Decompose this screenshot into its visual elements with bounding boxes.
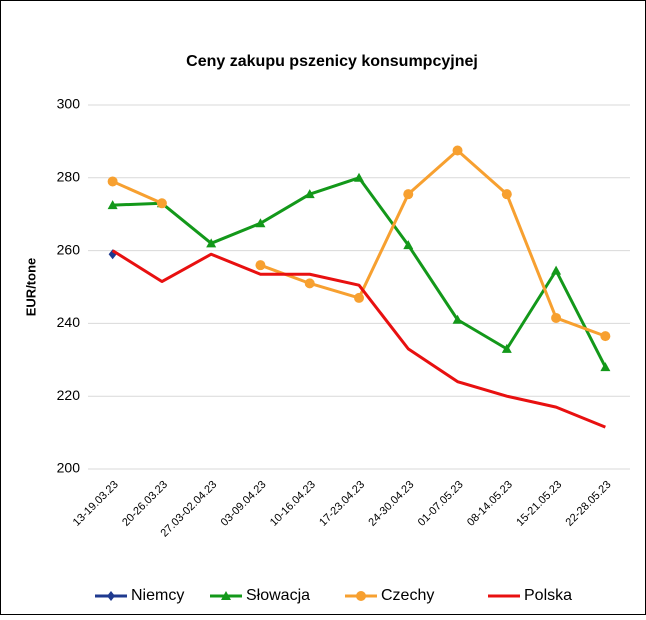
marker (600, 362, 611, 372)
legend-label: Czechy (381, 587, 434, 604)
marker (403, 240, 414, 250)
series-line (259, 149, 606, 338)
marker (356, 591, 366, 601)
chart-title: Ceny zakupu pszenicy konsumpcyjnej (186, 53, 478, 70)
y-tick-label: 240 (57, 314, 81, 330)
legend-label: Słowacja (246, 587, 310, 604)
marker (600, 331, 611, 342)
marker (304, 278, 315, 289)
marker (354, 292, 364, 303)
y-tick-label: 220 (57, 387, 81, 403)
marker (501, 189, 512, 200)
y-axis-label: EUR/tone (23, 258, 38, 317)
marker (221, 591, 231, 600)
series-line (111, 249, 606, 429)
marker (551, 265, 562, 275)
marker (452, 145, 463, 156)
marker (551, 312, 562, 323)
marker (156, 198, 167, 209)
marker (107, 200, 118, 210)
marker (107, 591, 115, 601)
marker (206, 238, 217, 248)
marker (255, 260, 266, 271)
marker (452, 314, 463, 324)
marker (501, 343, 512, 353)
marker (354, 172, 364, 182)
y-tick-label: 260 (57, 241, 81, 257)
legend-label: Niemcy (131, 587, 184, 604)
marker (255, 218, 266, 228)
y-tick-label: 280 (57, 169, 81, 185)
marker (304, 189, 315, 199)
y-tick-label: 200 (57, 460, 81, 476)
legend-label: Polska (524, 587, 572, 604)
y-tick-label: 300 (57, 96, 81, 112)
marker (107, 176, 118, 187)
series-line (112, 180, 163, 205)
marker (403, 189, 414, 200)
